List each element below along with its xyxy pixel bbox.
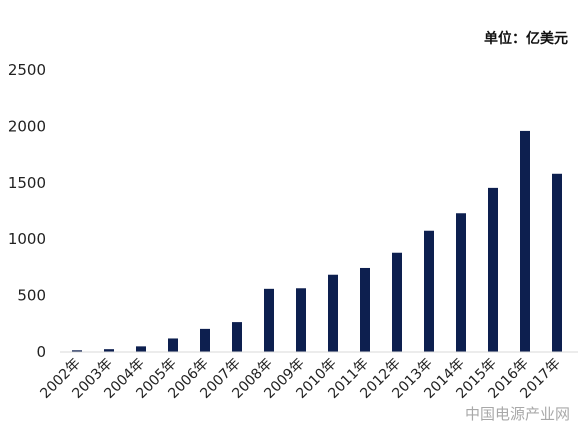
y-tick-label: 0 bbox=[36, 343, 46, 361]
y-axis-ticks: 0 500 1000 1500 2000 2500 bbox=[8, 61, 46, 361]
bar bbox=[136, 346, 146, 352]
bars bbox=[72, 130, 562, 352]
bar bbox=[264, 288, 274, 352]
bar bbox=[104, 349, 114, 352]
bar bbox=[456, 213, 466, 352]
unit-label: 单位：亿美元 bbox=[484, 31, 568, 47]
bar bbox=[200, 328, 210, 352]
bar bbox=[232, 322, 242, 352]
bar bbox=[72, 350, 82, 352]
bar bbox=[424, 230, 434, 352]
y-tick-label: 500 bbox=[17, 287, 46, 305]
bar bbox=[520, 130, 530, 352]
bar bbox=[328, 274, 338, 352]
bar bbox=[168, 338, 178, 352]
y-tick-label: 2500 bbox=[8, 61, 46, 79]
y-tick-label: 2000 bbox=[8, 117, 46, 135]
y-tick-label: 1000 bbox=[8, 230, 46, 248]
bar bbox=[488, 187, 498, 352]
bar bbox=[296, 288, 306, 352]
bar bbox=[360, 267, 370, 352]
y-tick-label: 1500 bbox=[8, 174, 46, 192]
bar bbox=[392, 252, 402, 352]
bar bbox=[552, 173, 562, 352]
watermark: 中国电源产业网 bbox=[464, 405, 570, 423]
x-axis-ticks: 2002年2003年2004年2005年2006年2007年2008年2009年… bbox=[37, 356, 563, 402]
